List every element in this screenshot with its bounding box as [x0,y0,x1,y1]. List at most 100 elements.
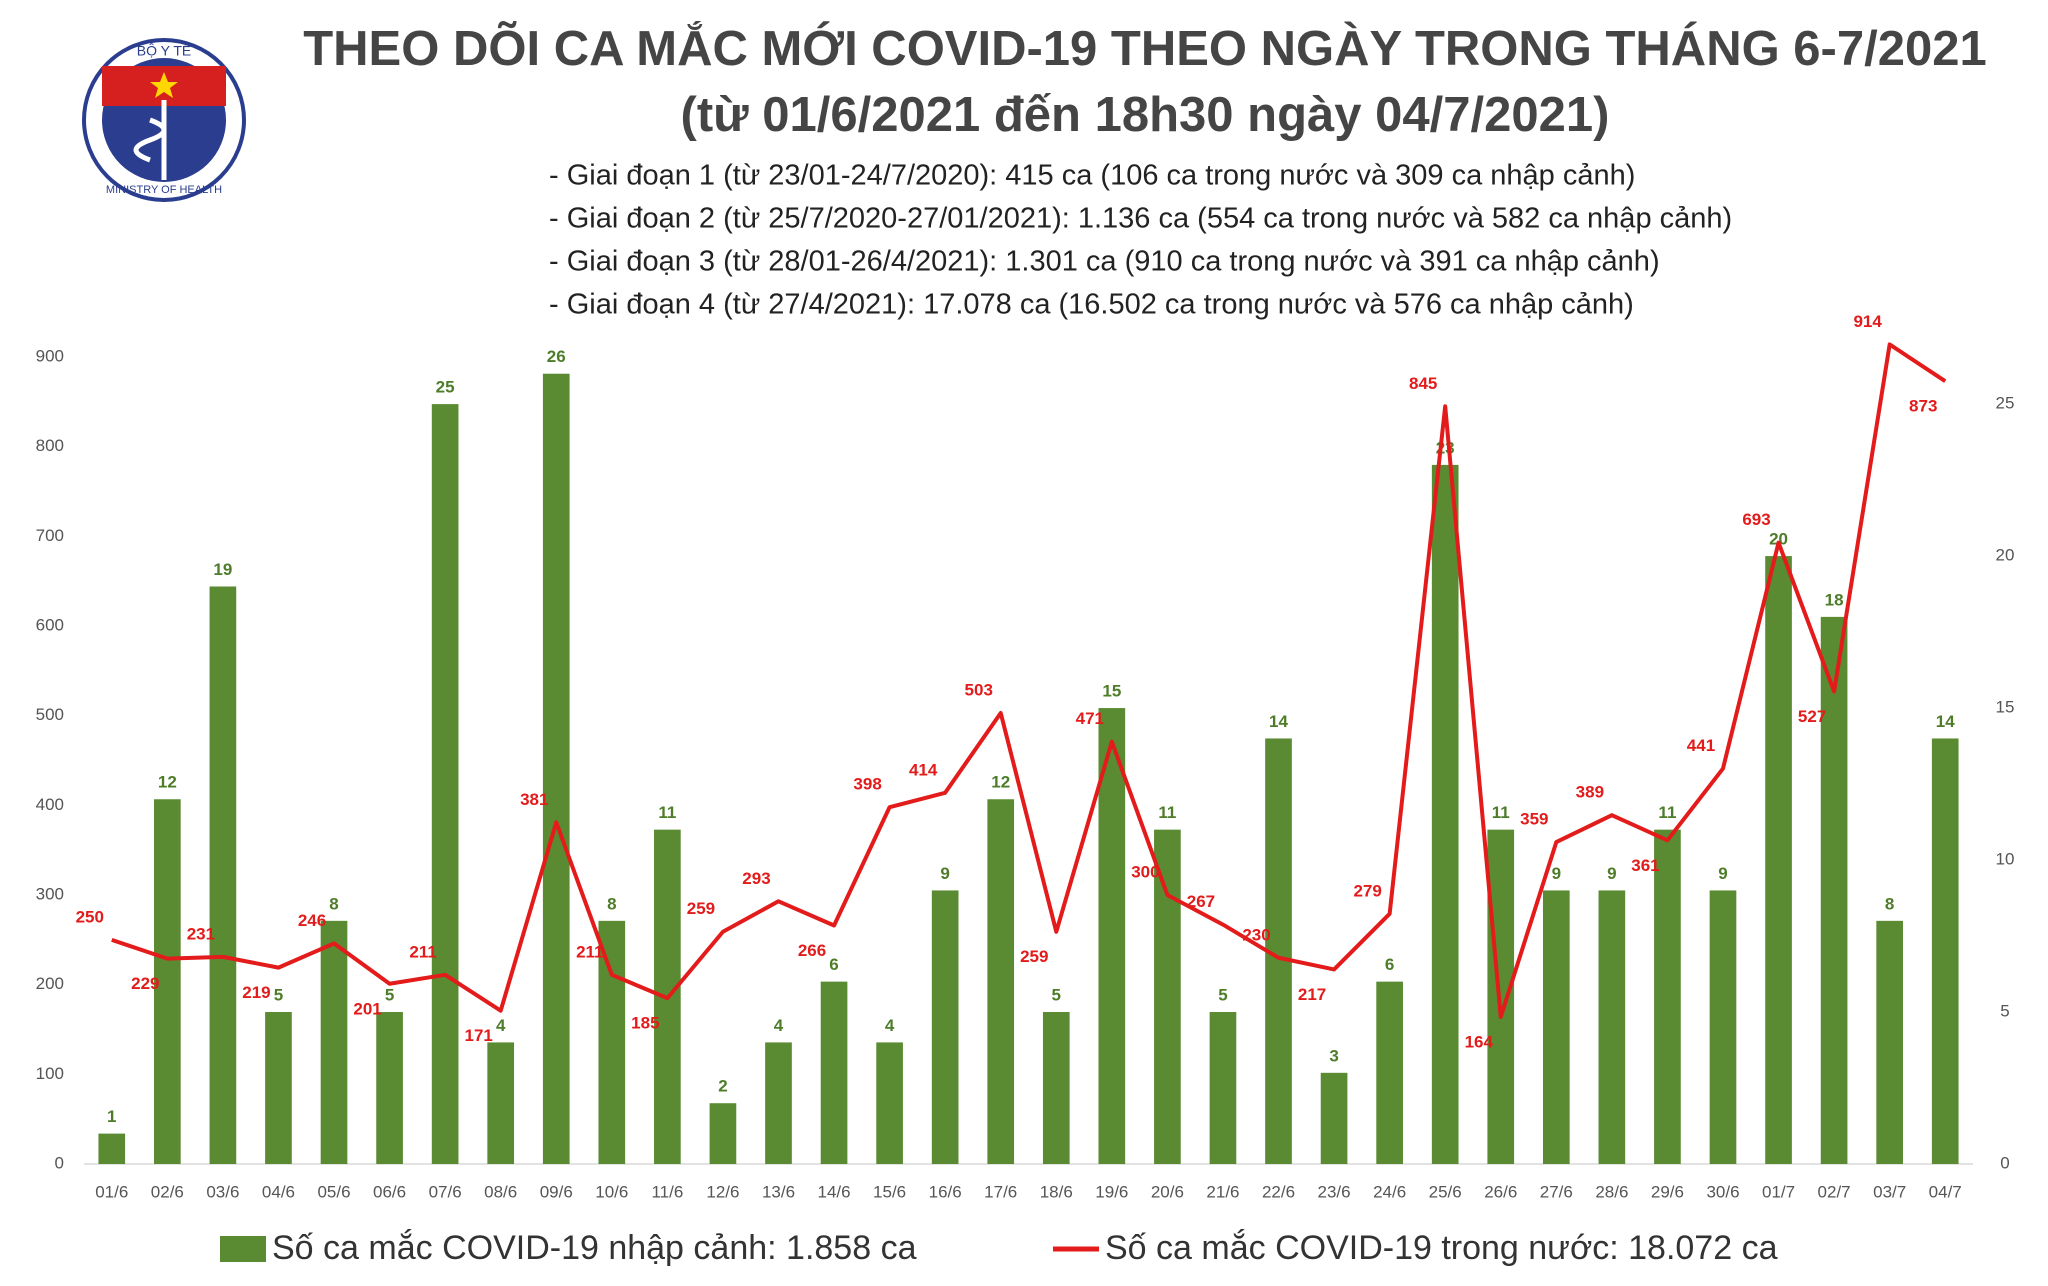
bar-value-label: 9 [1607,864,1616,883]
bar [1320,1072,1348,1164]
x-tick-label: 24/6 [1373,1182,1406,1201]
bar [1765,556,1792,1164]
bar-value-label: 4 [885,1016,895,1035]
bar [1209,1012,1237,1164]
x-tick-label: 19/6 [1095,1182,1128,1201]
bar-value-label: 9 [1552,864,1561,883]
line-value-label: 414 [909,760,938,779]
line-value-label: 171 [465,1026,493,1045]
bar [1654,829,1681,1164]
x-tick-label: 17/6 [984,1182,1017,1201]
annotation: - Giai đoạn 2 (từ 25/7/2020-27/01/2021):… [549,203,1732,235]
bar-value-label: 9 [940,864,949,883]
bar [1042,1012,1070,1164]
bar [98,1133,126,1164]
bar-value-label: 2 [718,1077,727,1096]
line-value-label: 201 [353,999,381,1018]
line-value-label: 229 [131,974,159,993]
y2-tick-label: 0 [2000,1153,2009,1172]
y2-tick-label: 5 [2000,1002,2009,1021]
line-value-label: 279 [1353,881,1381,900]
legend-swatch [220,1236,266,1262]
x-tick-label: 06/6 [373,1182,406,1201]
logo-star [150,72,178,98]
chart-title: THEO DÕI CA MẮC MỚI COVID-19 THEO NGÀY T… [303,21,1987,76]
bar [1820,616,1848,1164]
logo-text: MINISTRY OF HEALTH [106,184,222,196]
bar [1931,738,1959,1164]
y2-tick-label: 10 [1996,850,2015,869]
line-value-label: 259 [1020,947,1048,966]
x-tick-label: 18/6 [1040,1182,1073,1201]
x-tick-label: 10/6 [595,1182,628,1201]
y-tick-label: 800 [36,436,64,455]
bar [1098,708,1126,1164]
legend-label: Số ca mắc COVID-19 trong nước: 18.072 ca [1105,1229,1778,1267]
line-value-label: 389 [1576,783,1604,802]
x-tick-label: 04/7 [1929,1182,1962,1201]
line-value-label: 211 [409,942,436,961]
bar-value-label: 6 [829,955,838,974]
bar-value-label: 15 [1102,682,1121,701]
y2-tick-label: 15 [1996,698,2015,717]
line-value-label: 398 [853,775,881,794]
y-tick-label: 400 [36,795,64,814]
bar [154,799,181,1164]
x-tick-label: 01/7 [1762,1182,1795,1201]
bar-value-label: 4 [774,1016,784,1035]
bar [376,1012,403,1164]
x-tick-label: 15/6 [873,1182,906,1201]
bar [1598,890,1626,1164]
bar-value-label: 20 [1769,530,1788,549]
line-value-label: 211 [576,942,603,961]
x-tick-label: 23/6 [1318,1182,1351,1201]
bar [265,1012,292,1164]
line-value-label: 361 [1631,856,1659,875]
annotation: - Giai đoạn 1 (từ 23/01-24/7/2020): 415 … [549,160,1635,192]
y-tick-label: 0 [55,1153,64,1172]
line-value-label: 250 [76,907,104,926]
y-tick-label: 300 [36,884,64,903]
line [111,342,1947,1019]
x-tick-label: 03/7 [1873,1182,1906,1201]
y2-tick-label: 25 [1996,394,2015,413]
x-tick-label: 13/6 [762,1182,795,1201]
bar-value-label: 12 [158,773,177,792]
line-value-label: 246 [298,911,326,930]
x-tick-label: 04/6 [262,1182,295,1201]
x-tick-label: 12/6 [706,1182,739,1201]
bar [765,1042,792,1164]
bar-value-label: 3 [1329,1046,1338,1065]
x-tick-label: 27/6 [1540,1182,1573,1201]
logo-symbol [133,100,167,180]
bar [1154,829,1181,1164]
bar-value-label: 9 [1718,864,1727,883]
x-tick-label: 30/6 [1706,1182,1739,1201]
line-value-label: 231 [187,924,215,943]
bar-value-label: 11 [1492,803,1510,822]
y2-tick-label: 20 [1996,546,2015,565]
line-value-label: 359 [1520,810,1548,829]
x-tick-label: 14/6 [817,1182,850,1201]
x-tick-label: 11/6 [651,1182,683,1201]
bar-value-label: 19 [213,560,232,579]
bar [1876,920,1903,1164]
bar-value-label: 26 [547,347,566,366]
x-tick-label: 01/6 [95,1182,128,1201]
bar [487,1042,515,1164]
legend-label: Số ca mắc COVID-19 nhập cảnh: 1.858 ca [272,1229,917,1267]
bar [931,890,959,1164]
bar [987,799,1015,1164]
y-tick-label: 200 [36,974,64,993]
x-tick-label: 26/6 [1484,1182,1517,1201]
x-tick-label: 08/6 [484,1182,517,1201]
bar-value-label: 5 [274,986,283,1005]
annotation: - Giai đoạn 4 (từ 27/4/2021): 17.078 ca … [549,289,1634,321]
x-tick-label: 02/6 [151,1182,184,1201]
bar-value-label: 1 [107,1107,116,1126]
line-value-label: 185 [631,1014,659,1033]
line-value-label: 266 [798,941,826,960]
bar [876,1042,903,1164]
y-tick-label: 900 [36,346,64,365]
